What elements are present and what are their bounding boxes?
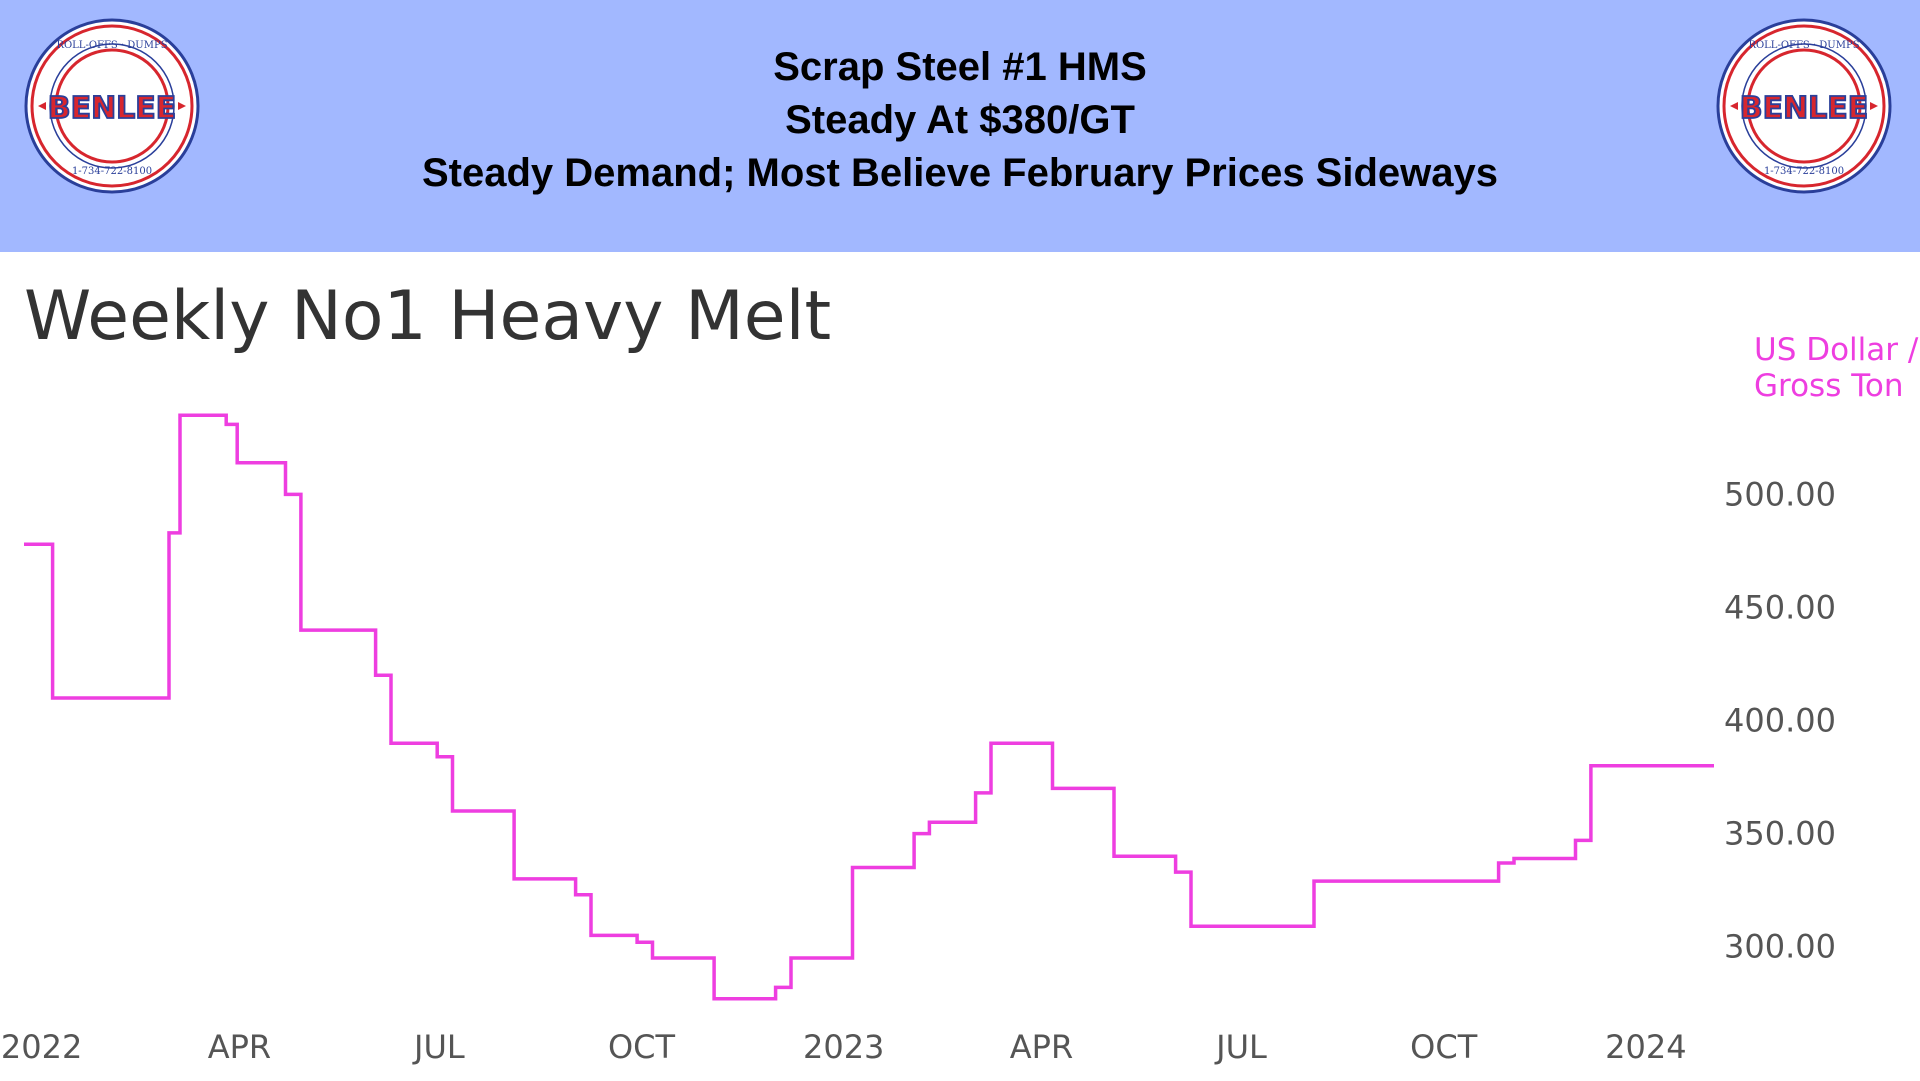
svg-text:BENLEE: BENLEE (48, 91, 177, 126)
x-tick-label: JUL (1214, 1028, 1267, 1066)
y-tick-label: 450.00 (1724, 589, 1836, 627)
chart-title: Weekly No1 Heavy Melt (24, 277, 832, 356)
y-tick-label: 300.00 (1724, 928, 1836, 966)
header-banner (0, 0, 1920, 252)
x-tick-label: 2024 (1605, 1028, 1686, 1066)
x-tick-label: JUL (412, 1028, 465, 1066)
x-tick-label: APR (208, 1028, 271, 1066)
x-tick-label: OCT (1410, 1028, 1478, 1066)
y-tick-label: 400.00 (1724, 702, 1836, 740)
series-line-0 (24, 413, 1714, 1001)
x-tick-label: 2023 (803, 1028, 884, 1066)
svg-text:1-734-722-8100: 1-734-722-8100 (72, 166, 152, 177)
benlee-logo-right: BENLEE ROLL-OFFS · DUMPS 1-734-722-8100 (1716, 18, 1892, 194)
benlee-logo-left: BENLEE ROLL-OFFS · DUMPS 1-734-722-8100 (24, 18, 200, 194)
headline-outlook: Steady Demand; Most Believe February Pri… (422, 151, 1498, 195)
x-tick-label: 2022 (1, 1028, 82, 1066)
svg-text:ROLL-OFFS · DUMPS: ROLL-OFFS · DUMPS (1748, 40, 1859, 51)
headline-product: Scrap Steel #1 HMS (773, 45, 1147, 89)
x-tick-label: APR (1010, 1028, 1073, 1066)
headline-price: Steady At $380/GT (785, 98, 1135, 142)
y-tick-label: 500.00 (1724, 475, 1836, 513)
x-tick-label: OCT (608, 1028, 676, 1066)
svg-text:BENLEE: BENLEE (1740, 91, 1869, 126)
svg-text:1-734-722-8100: 1-734-722-8100 (1764, 166, 1844, 177)
svg-text:ROLL-OFFS · DUMPS: ROLL-OFFS · DUMPS (56, 40, 167, 51)
y-tick-label: 350.00 (1724, 815, 1836, 853)
y-axis-unit-label: US Dollar / Gross Ton (1754, 332, 1919, 404)
